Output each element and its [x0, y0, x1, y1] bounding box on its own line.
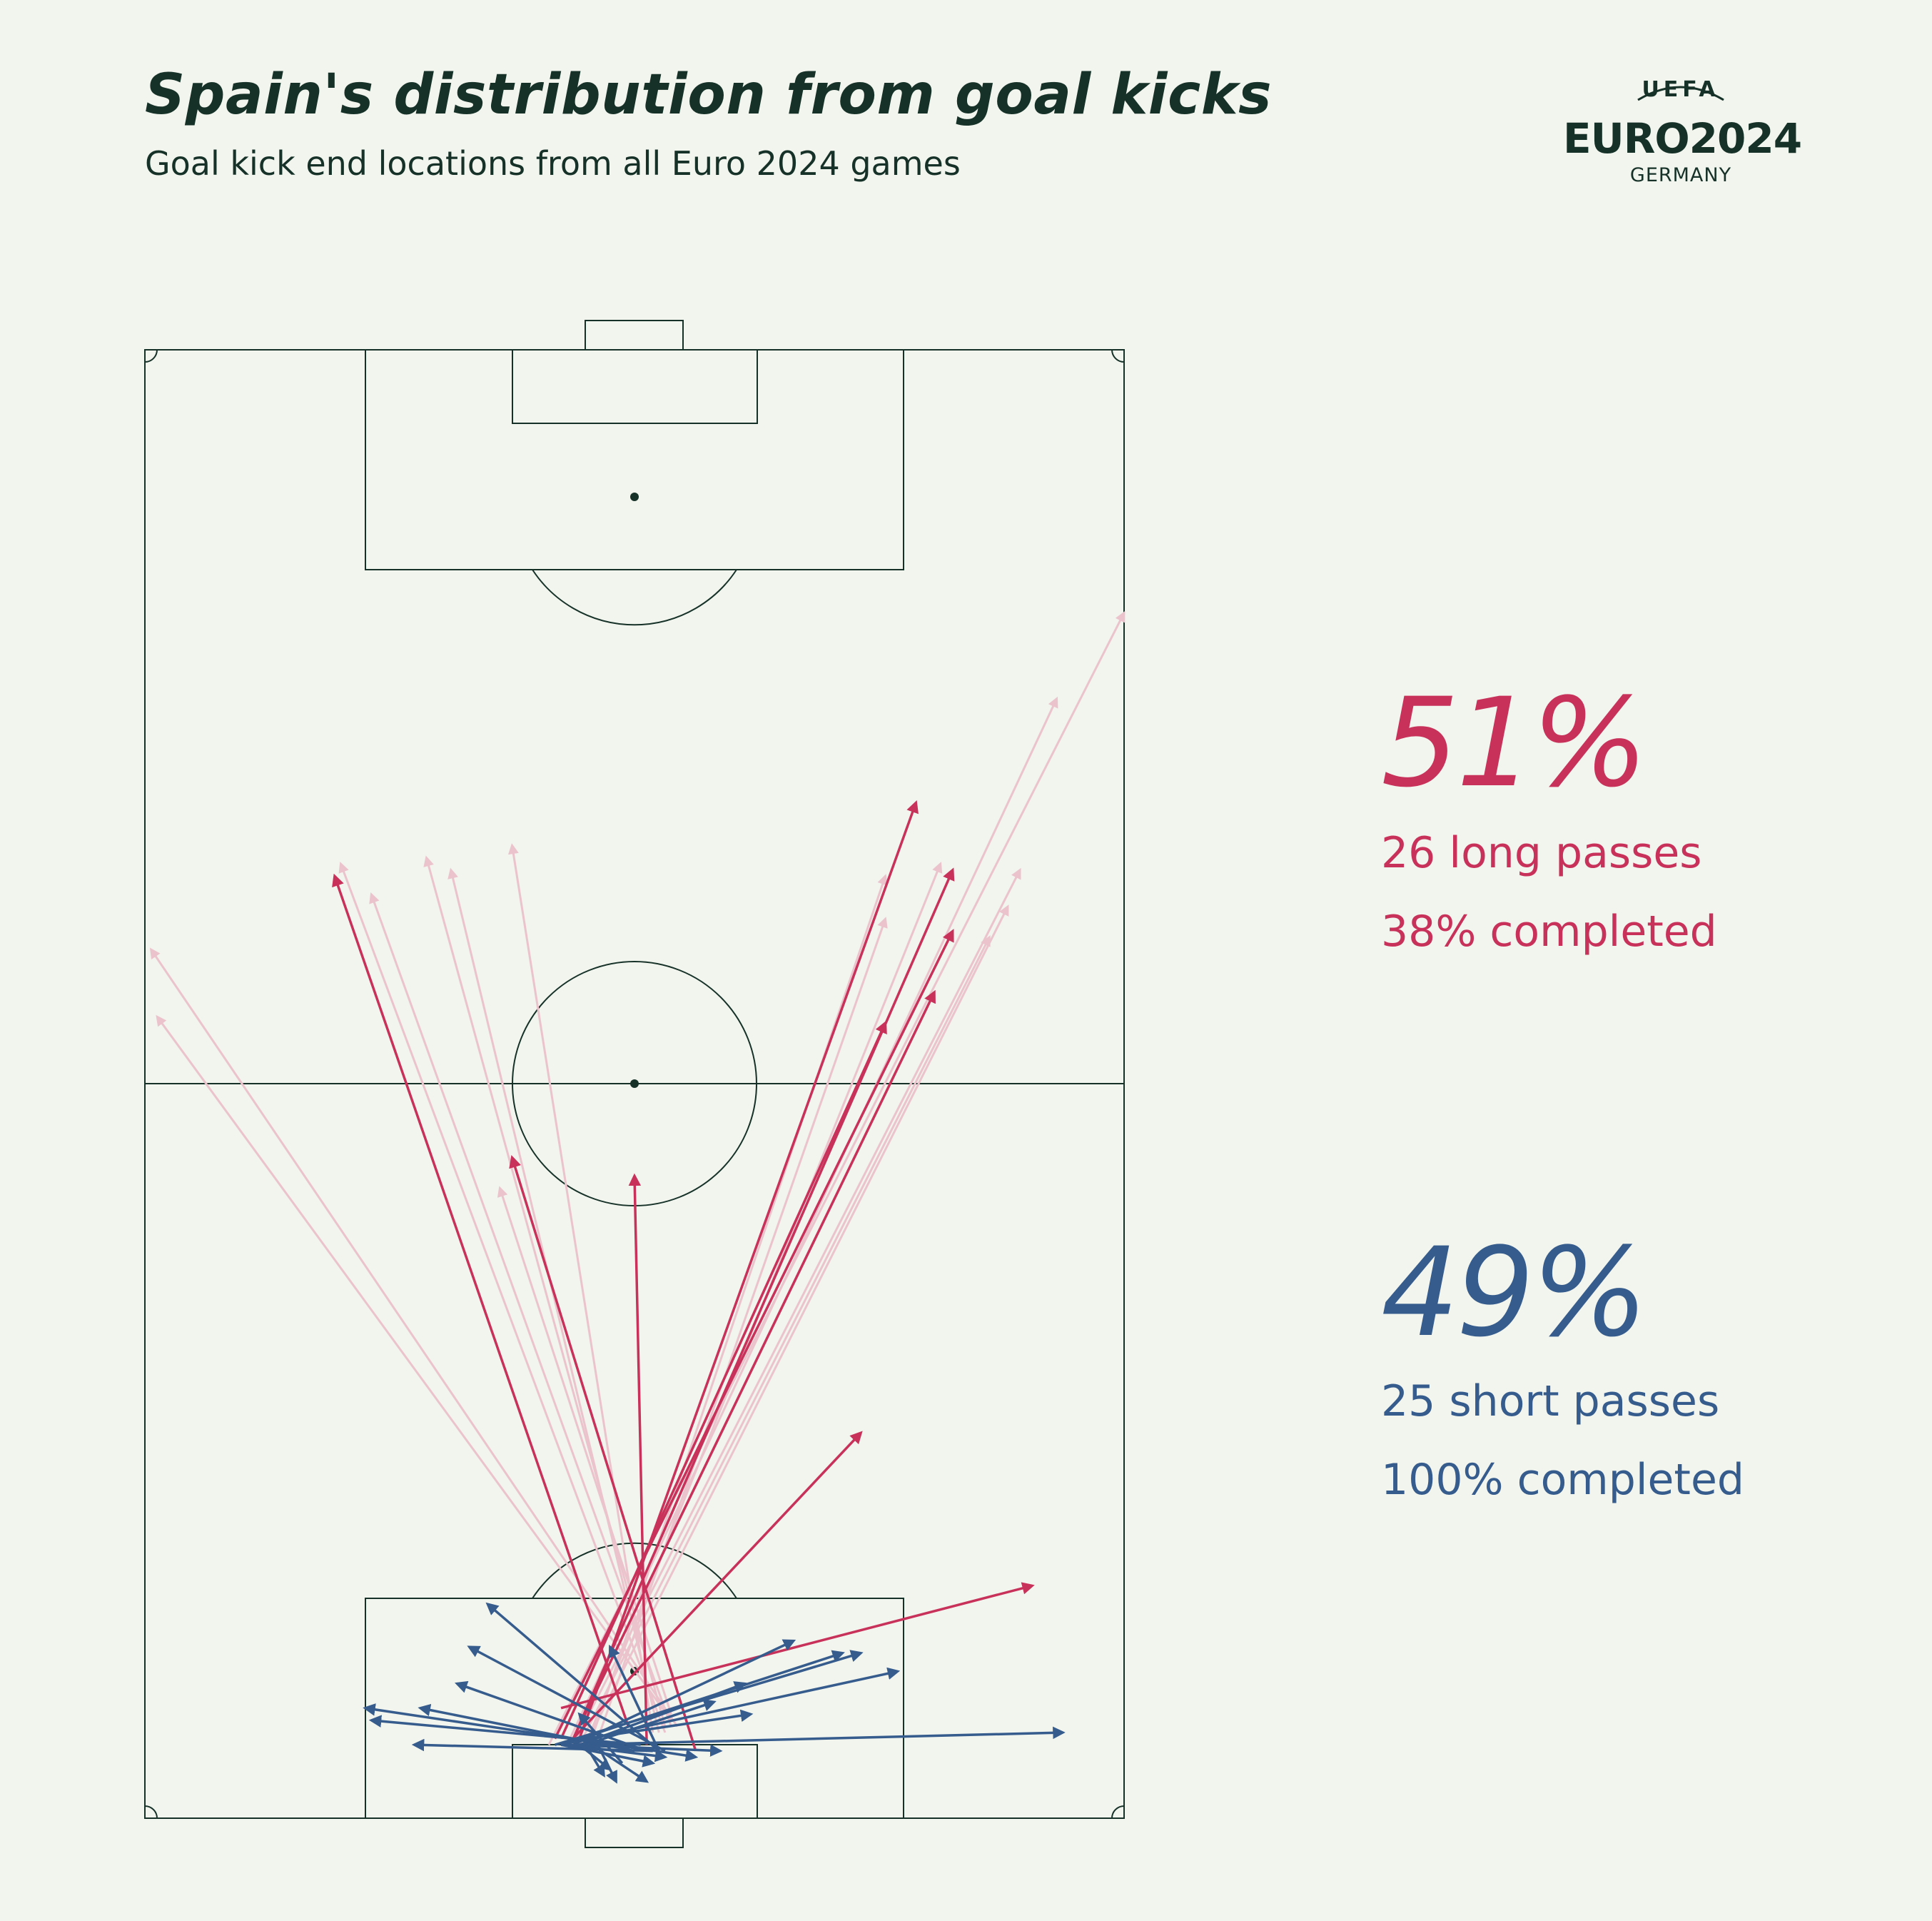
top-goal — [585, 320, 684, 351]
short-pass — [467, 1645, 666, 1753]
top-penalty-spot — [630, 493, 639, 501]
long-pass-count: 26 long passes — [1381, 828, 1702, 878]
long-pass-failed — [423, 855, 667, 1727]
corner-arc-tl — [144, 349, 158, 363]
long-pass-completed — [572, 989, 936, 1740]
logo-euro-text: EURO2024 — [1563, 114, 1802, 163]
short-pass — [555, 1650, 864, 1746]
euro2024-logo: UEFA EURO2024 GERMANY — [1563, 77, 1802, 191]
long-pass-completed — [578, 800, 919, 1740]
long-pass-completed — [332, 873, 630, 1728]
short-pass — [411, 1738, 653, 1753]
long-pass-completed — [572, 867, 955, 1740]
short-pass — [577, 1712, 624, 1765]
long-pass-completed — [560, 1020, 887, 1740]
long-pass-completed — [560, 1582, 1035, 1710]
bottom-six-yard-box — [512, 1744, 758, 1819]
pitch-markings — [144, 320, 1125, 1848]
long-pass-failed — [338, 862, 667, 1733]
long-pass-failed — [369, 892, 672, 1727]
short-pass — [608, 1644, 660, 1752]
corner-arc-tr — [1111, 349, 1125, 363]
short-pass — [585, 1709, 754, 1740]
long-pass-completed — [628, 1173, 648, 1745]
long-pass-failed — [578, 935, 991, 1745]
short-pass — [368, 1715, 641, 1746]
long-pass-failed — [597, 917, 888, 1740]
short-passes — [363, 1602, 1066, 1784]
bottom-penalty-arc — [532, 1542, 737, 1599]
logo-uefa-text: UEFA — [1642, 77, 1720, 102]
long-pass-completed — [553, 929, 954, 1740]
long-pass-failed — [590, 874, 888, 1740]
top-six-yard-box — [512, 349, 758, 424]
short-pass — [485, 1602, 660, 1753]
long-pass-failed — [572, 867, 1021, 1745]
corner-arc-bl — [144, 1805, 158, 1819]
corner-arc-br — [1111, 1805, 1125, 1819]
centre-spot — [630, 1079, 639, 1088]
uefa-arc-icon — [1637, 86, 1724, 101]
short-pass — [455, 1680, 647, 1753]
bottom-goal — [585, 1817, 684, 1848]
long-pass-failed — [585, 904, 1009, 1745]
long-pass-failed — [149, 947, 679, 1728]
short-pass — [596, 1744, 617, 1784]
short-pass — [560, 1667, 901, 1746]
long-pass-failed — [497, 1186, 672, 1715]
logo-country-text: GERMANY — [1629, 164, 1732, 186]
top-penalty-arc — [532, 569, 737, 626]
long-pass-percentage: 51% — [1381, 671, 1648, 815]
short-pass-percentage: 49% — [1381, 1221, 1648, 1364]
short-pass-completion: 100% completed — [1381, 1455, 1744, 1505]
chart-subtitle: Goal kick end locations from all Euro 20… — [145, 144, 961, 183]
chart-title: Spain's distribution from goal kicks — [145, 63, 1273, 127]
long-pass-failed — [447, 867, 660, 1733]
short-pass-count: 25 short passes — [1381, 1376, 1720, 1426]
completed-long-passes — [332, 800, 1035, 1752]
long-pass-completion: 38% completed — [1381, 907, 1717, 957]
long-pass-failed — [566, 696, 1058, 1745]
long-pass-completed — [509, 1155, 697, 1752]
top-penalty-area — [365, 349, 904, 570]
